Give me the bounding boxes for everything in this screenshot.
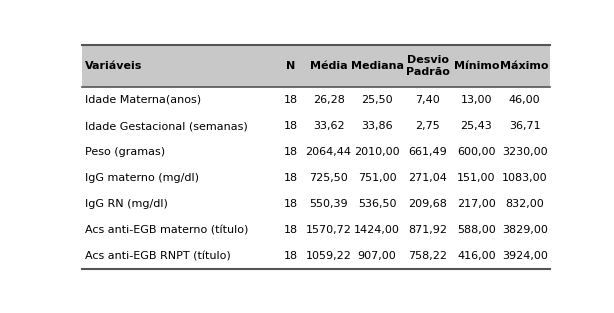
Text: Mínimo: Mínimo: [454, 61, 499, 71]
Text: 26,28: 26,28: [313, 95, 344, 105]
Text: 3924,00: 3924,00: [502, 251, 548, 261]
Text: 536,50: 536,50: [358, 199, 396, 209]
Text: 661,49: 661,49: [408, 147, 448, 157]
Text: Média: Média: [310, 61, 348, 71]
Text: 1424,00: 1424,00: [354, 225, 400, 235]
Text: Acs anti-EGB RNPT (título): Acs anti-EGB RNPT (título): [85, 251, 231, 261]
Text: 751,00: 751,00: [358, 173, 396, 183]
Text: IgG materno (mg/dl): IgG materno (mg/dl): [85, 173, 200, 183]
Text: 7,40: 7,40: [416, 95, 440, 105]
Text: 209,68: 209,68: [408, 199, 448, 209]
Text: 2,75: 2,75: [416, 121, 440, 131]
Text: N: N: [286, 61, 295, 71]
Text: 588,00: 588,00: [457, 225, 495, 235]
Text: 3829,00: 3829,00: [502, 225, 548, 235]
Text: 217,00: 217,00: [457, 199, 495, 209]
Text: Idade Materna(anos): Idade Materna(anos): [85, 95, 201, 105]
Text: 18: 18: [283, 199, 297, 209]
Text: Idade Gestacional (semanas): Idade Gestacional (semanas): [85, 121, 248, 131]
Text: 33,86: 33,86: [361, 121, 393, 131]
Text: 271,04: 271,04: [408, 173, 448, 183]
Text: 725,50: 725,50: [309, 173, 348, 183]
Text: 2010,00: 2010,00: [354, 147, 400, 157]
Text: 758,22: 758,22: [408, 251, 448, 261]
Text: 18: 18: [283, 95, 297, 105]
Text: IgG RN (mg/dl): IgG RN (mg/dl): [85, 199, 168, 209]
Text: 18: 18: [283, 173, 297, 183]
Text: 1570,72: 1570,72: [306, 225, 352, 235]
Text: 416,00: 416,00: [457, 251, 495, 261]
Text: 18: 18: [283, 251, 297, 261]
Text: 18: 18: [283, 147, 297, 157]
Text: 871,92: 871,92: [408, 225, 448, 235]
Text: 1083,00: 1083,00: [502, 173, 548, 183]
Text: 907,00: 907,00: [357, 251, 397, 261]
Text: 33,62: 33,62: [313, 121, 344, 131]
Text: Acs anti-EGB materno (título): Acs anti-EGB materno (título): [85, 225, 249, 235]
Text: 46,00: 46,00: [509, 95, 540, 105]
Text: Desvio
Padrão: Desvio Padrão: [406, 55, 450, 77]
Text: 18: 18: [283, 121, 297, 131]
Text: 25,43: 25,43: [460, 121, 492, 131]
Text: 2064,44: 2064,44: [306, 147, 352, 157]
Text: Máximo: Máximo: [500, 61, 549, 71]
Text: 25,50: 25,50: [361, 95, 393, 105]
Text: 550,39: 550,39: [309, 199, 348, 209]
Text: 18: 18: [283, 225, 297, 235]
Text: 3230,00: 3230,00: [502, 147, 548, 157]
Text: 832,00: 832,00: [505, 199, 544, 209]
Text: 36,71: 36,71: [509, 121, 540, 131]
Text: 13,00: 13,00: [460, 95, 492, 105]
Text: 600,00: 600,00: [457, 147, 495, 157]
Text: Mediana: Mediana: [351, 61, 403, 71]
Text: Variáveis: Variáveis: [85, 61, 142, 71]
Text: 151,00: 151,00: [457, 173, 495, 183]
Text: 1059,22: 1059,22: [306, 251, 352, 261]
Text: Peso (gramas): Peso (gramas): [85, 147, 165, 157]
